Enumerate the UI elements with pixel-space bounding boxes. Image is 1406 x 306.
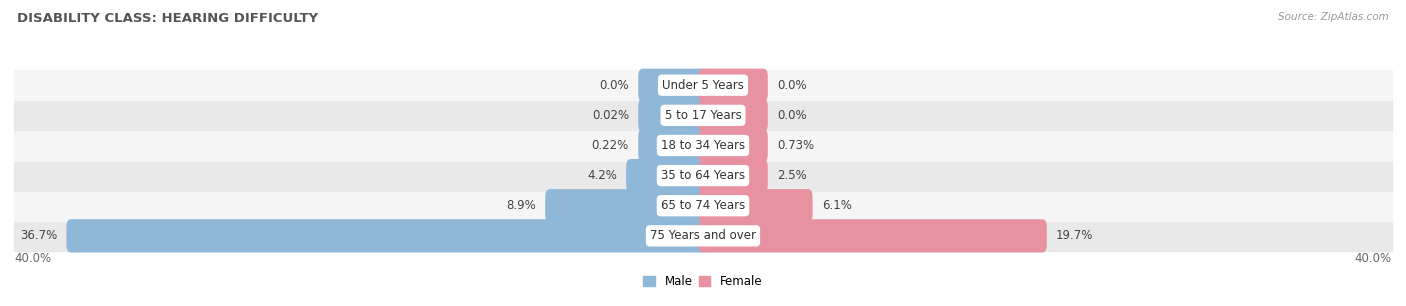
Text: DISABILITY CLASS: HEARING DIFFICULTY: DISABILITY CLASS: HEARING DIFFICULTY xyxy=(17,12,318,25)
Bar xyxy=(14,130,1392,161)
Text: 0.02%: 0.02% xyxy=(592,109,628,122)
Text: 75 Years and over: 75 Years and over xyxy=(650,230,756,242)
Text: 19.7%: 19.7% xyxy=(1056,230,1094,242)
FancyBboxPatch shape xyxy=(699,99,768,132)
Text: 8.9%: 8.9% xyxy=(506,199,536,212)
Text: 0.73%: 0.73% xyxy=(778,139,814,152)
Bar xyxy=(14,191,1392,221)
Text: Under 5 Years: Under 5 Years xyxy=(662,79,744,92)
Text: 40.0%: 40.0% xyxy=(14,252,51,265)
FancyBboxPatch shape xyxy=(699,189,813,222)
Text: 40.0%: 40.0% xyxy=(1355,252,1392,265)
FancyBboxPatch shape xyxy=(638,69,707,102)
FancyBboxPatch shape xyxy=(699,69,768,102)
FancyBboxPatch shape xyxy=(546,189,707,222)
FancyBboxPatch shape xyxy=(626,159,707,192)
FancyBboxPatch shape xyxy=(699,129,768,162)
Text: 5 to 17 Years: 5 to 17 Years xyxy=(665,109,741,122)
Bar xyxy=(14,221,1392,251)
Bar xyxy=(14,161,1392,191)
Text: 2.5%: 2.5% xyxy=(778,169,807,182)
Bar xyxy=(14,70,1392,100)
Text: 35 to 64 Years: 35 to 64 Years xyxy=(661,169,745,182)
Text: 0.0%: 0.0% xyxy=(599,79,628,92)
FancyBboxPatch shape xyxy=(638,99,707,132)
Text: 18 to 34 Years: 18 to 34 Years xyxy=(661,139,745,152)
Text: 0.22%: 0.22% xyxy=(592,139,628,152)
Text: 4.2%: 4.2% xyxy=(588,169,617,182)
FancyBboxPatch shape xyxy=(699,159,768,192)
Legend: Male, Female: Male, Female xyxy=(644,275,762,288)
FancyBboxPatch shape xyxy=(638,129,707,162)
Text: Source: ZipAtlas.com: Source: ZipAtlas.com xyxy=(1278,12,1389,22)
Text: 6.1%: 6.1% xyxy=(823,199,852,212)
Text: 0.0%: 0.0% xyxy=(778,109,807,122)
Text: 36.7%: 36.7% xyxy=(20,230,58,242)
Text: 65 to 74 Years: 65 to 74 Years xyxy=(661,199,745,212)
Bar xyxy=(14,100,1392,130)
FancyBboxPatch shape xyxy=(699,219,1047,252)
Text: 0.0%: 0.0% xyxy=(778,79,807,92)
FancyBboxPatch shape xyxy=(66,219,707,252)
